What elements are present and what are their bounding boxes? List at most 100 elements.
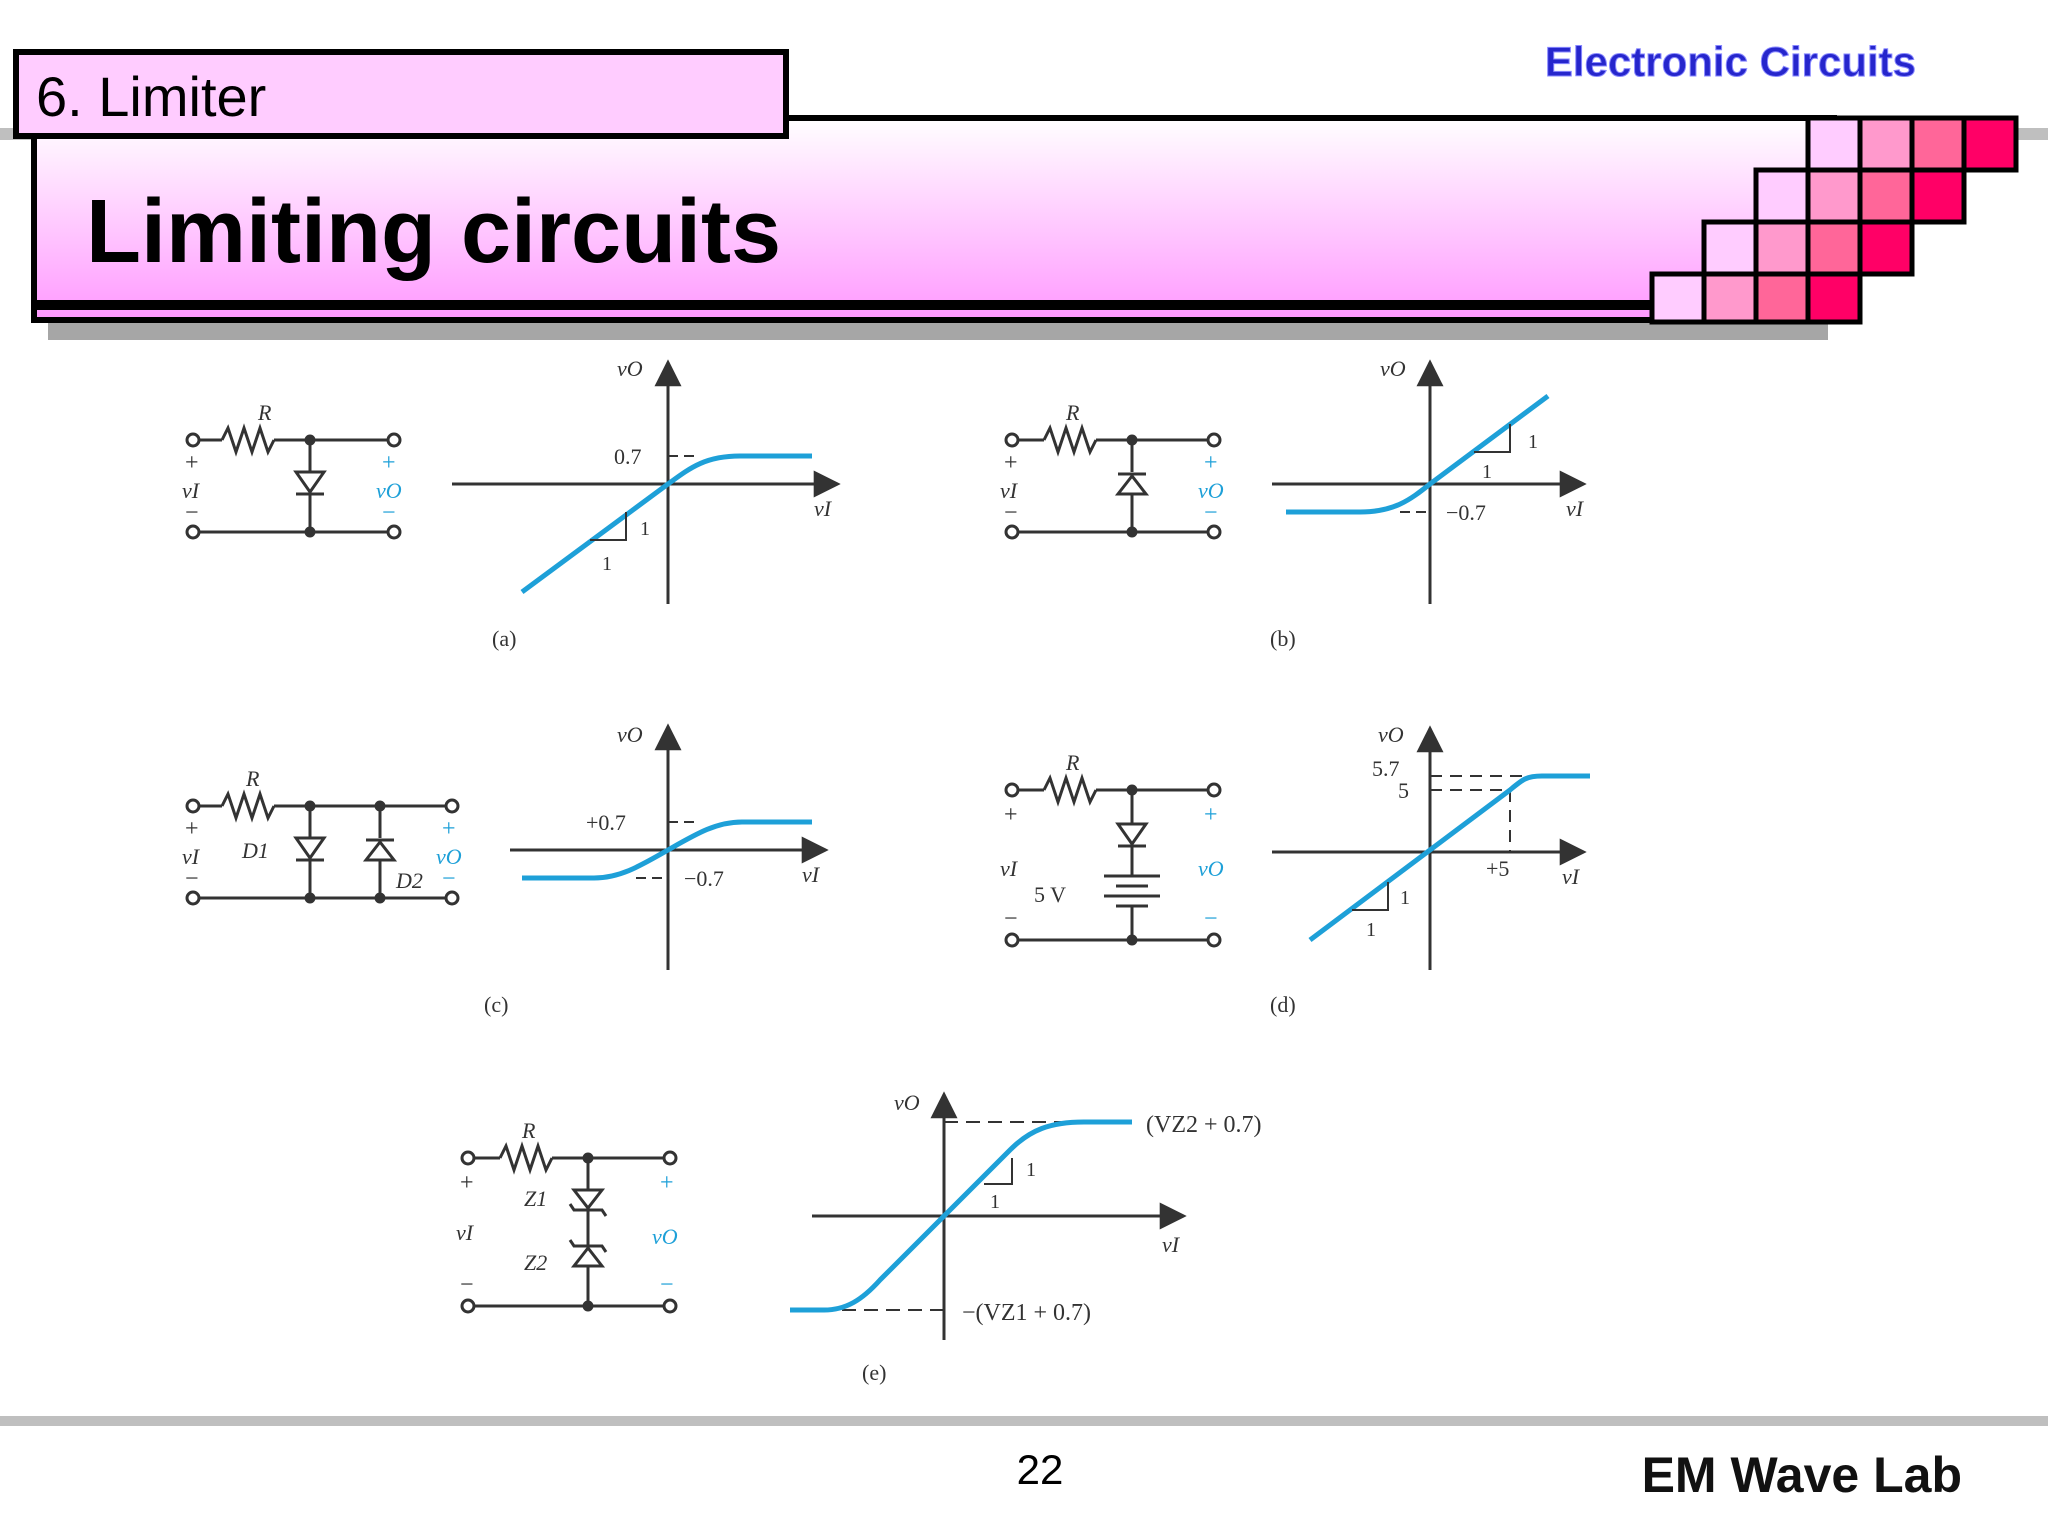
slope-run-label: 1: [602, 553, 612, 575]
x-axis-label: vI: [1566, 496, 1585, 521]
output-voltage-label: vO: [1198, 478, 1224, 503]
circuit-b: [1004, 423, 1222, 540]
input-minus: −: [185, 866, 199, 892]
input-plus: +: [460, 1170, 474, 1196]
battery-label: 5 V: [1034, 882, 1066, 907]
slide-footer: 22 EM Wave Lab: [0, 1416, 2048, 1503]
slope-run-label: 1: [990, 1191, 1000, 1213]
lab-name: EM Wave Lab: [1642, 1447, 1962, 1503]
slope-rise-label: 1: [1528, 431, 1538, 453]
resistor-label: R: [245, 766, 260, 791]
x-axis-label: vI: [814, 496, 833, 521]
clamp-level-label: −0.7: [1446, 500, 1486, 525]
slope-triangle: [590, 512, 627, 541]
footer-gray-rule: [0, 1416, 2048, 1426]
slope-triangle: [984, 1158, 1013, 1185]
x-axis-label: vI: [1562, 864, 1581, 889]
resistor-c: [220, 789, 276, 823]
positive-clamp-label: +0.7: [586, 810, 626, 835]
negative-clamp-label: −(VZ1 + 0.7): [962, 1300, 1091, 1326]
figure-d: R + vI − 5 V + vO − vO vI 5.7 5 +5 1 1 (…: [1000, 722, 1590, 1017]
slope-rise-label: 1: [1400, 887, 1410, 909]
zener-z2-label: Z2: [524, 1250, 547, 1275]
output-plus: +: [442, 816, 456, 842]
clamp-level-label: 0.7: [614, 444, 642, 469]
slope-rise-label: 1: [1026, 1159, 1036, 1181]
output-minus: −: [442, 866, 456, 892]
figure-caption: (d): [1270, 992, 1296, 1017]
slide-header: 6. Limiter Limiting circuits Electronic …: [0, 38, 2048, 340]
transfer-plot-b: [1272, 359, 1587, 604]
input-plus: +: [185, 816, 199, 842]
diode-a: [293, 470, 327, 495]
title-band-underline: [34, 300, 1654, 310]
output-terminal-bottom: [386, 524, 402, 540]
resistor-label: R: [1065, 400, 1080, 425]
transfer-plot-a: [452, 359, 841, 604]
slope-run-label: 1: [1366, 919, 1376, 941]
output-voltage-label: vO: [652, 1224, 678, 1249]
diode-d1: [293, 836, 327, 861]
transfer-curve: [790, 1119, 1132, 1313]
resistor-a: [220, 423, 276, 457]
circuit-d: [1004, 773, 1222, 948]
negative-clamp-label: −0.7: [684, 866, 724, 891]
output-terminal-top: [386, 432, 402, 448]
output-plus: +: [1204, 802, 1218, 828]
diode-d2-label: D2: [395, 868, 423, 893]
zener-z1: [570, 1188, 606, 1211]
y-axis-label: vO: [1380, 356, 1406, 381]
figure-c: R + vI − D1 D2 + vO − vO vI +0.7 −0.7 (c…: [182, 722, 829, 1017]
resistor-e: [498, 1141, 554, 1175]
input-plus: +: [1004, 450, 1018, 476]
zener-z2: [570, 1245, 606, 1268]
input-minus: −: [1004, 906, 1018, 932]
y-axis-label: vO: [894, 1090, 920, 1115]
course-name: Electronic Circuits: [1545, 38, 1916, 85]
output-voltage-label: vO: [436, 844, 462, 869]
diode-d2: [362, 839, 398, 862]
output-minus: −: [660, 1272, 674, 1298]
slide-title: Limiting circuits: [86, 182, 781, 282]
circuit-c: [185, 789, 460, 906]
input-plus: +: [185, 450, 199, 476]
resistor-b: [1042, 423, 1098, 457]
output-plus: +: [1204, 450, 1218, 476]
transfer-plot-e: [790, 1091, 1187, 1340]
output-plus: +: [660, 1170, 674, 1196]
transfer-curve: [1286, 393, 1550, 515]
resistor-d: [1042, 773, 1098, 807]
diode-d: [1115, 822, 1149, 847]
title-band-shadow: [48, 322, 1828, 340]
y-axis-label: vO: [617, 356, 643, 381]
figure-caption: (c): [484, 992, 508, 1017]
input-plus: +: [1004, 802, 1018, 828]
slope-run-label: 1: [1482, 461, 1492, 483]
diode-d1-label: D1: [241, 838, 269, 863]
lower-level-label: 5: [1398, 778, 1409, 803]
input-minus: −: [185, 500, 199, 526]
circuit-e: [460, 1141, 678, 1314]
resistor-label: R: [257, 400, 272, 425]
resistor-label: R: [521, 1118, 536, 1143]
figure-a: R + vI − + vO − vO vI 0.7 1 1 (a): [182, 356, 841, 651]
transfer-curve: [522, 819, 812, 881]
battery-5v: [1104, 874, 1160, 908]
resistor-label: R: [1065, 750, 1080, 775]
transfer-plot-c: [510, 723, 829, 970]
input-voltage-label: vI: [1000, 856, 1019, 881]
input-terminal-top: [185, 432, 201, 448]
page-number: 22: [1017, 1446, 1064, 1493]
slope-triangle: [1352, 882, 1389, 911]
output-minus: −: [382, 500, 396, 526]
positive-clamp-label: (VZ2 + 0.7): [1146, 1112, 1262, 1138]
upper-level-label: 5.7: [1372, 756, 1400, 781]
output-plus: +: [382, 450, 396, 476]
figure-e: R + vI − Z1 Z2 + vO − vO vI (VZ2 + 0.7) …: [456, 1090, 1262, 1385]
figure-caption: (e): [862, 1360, 886, 1385]
x-breakpoint-label: +5: [1486, 856, 1509, 881]
slope-rise-label: 1: [640, 518, 650, 540]
tile-staircase-decoration: [1649, 115, 2019, 325]
transfer-curve: [520, 453, 812, 595]
